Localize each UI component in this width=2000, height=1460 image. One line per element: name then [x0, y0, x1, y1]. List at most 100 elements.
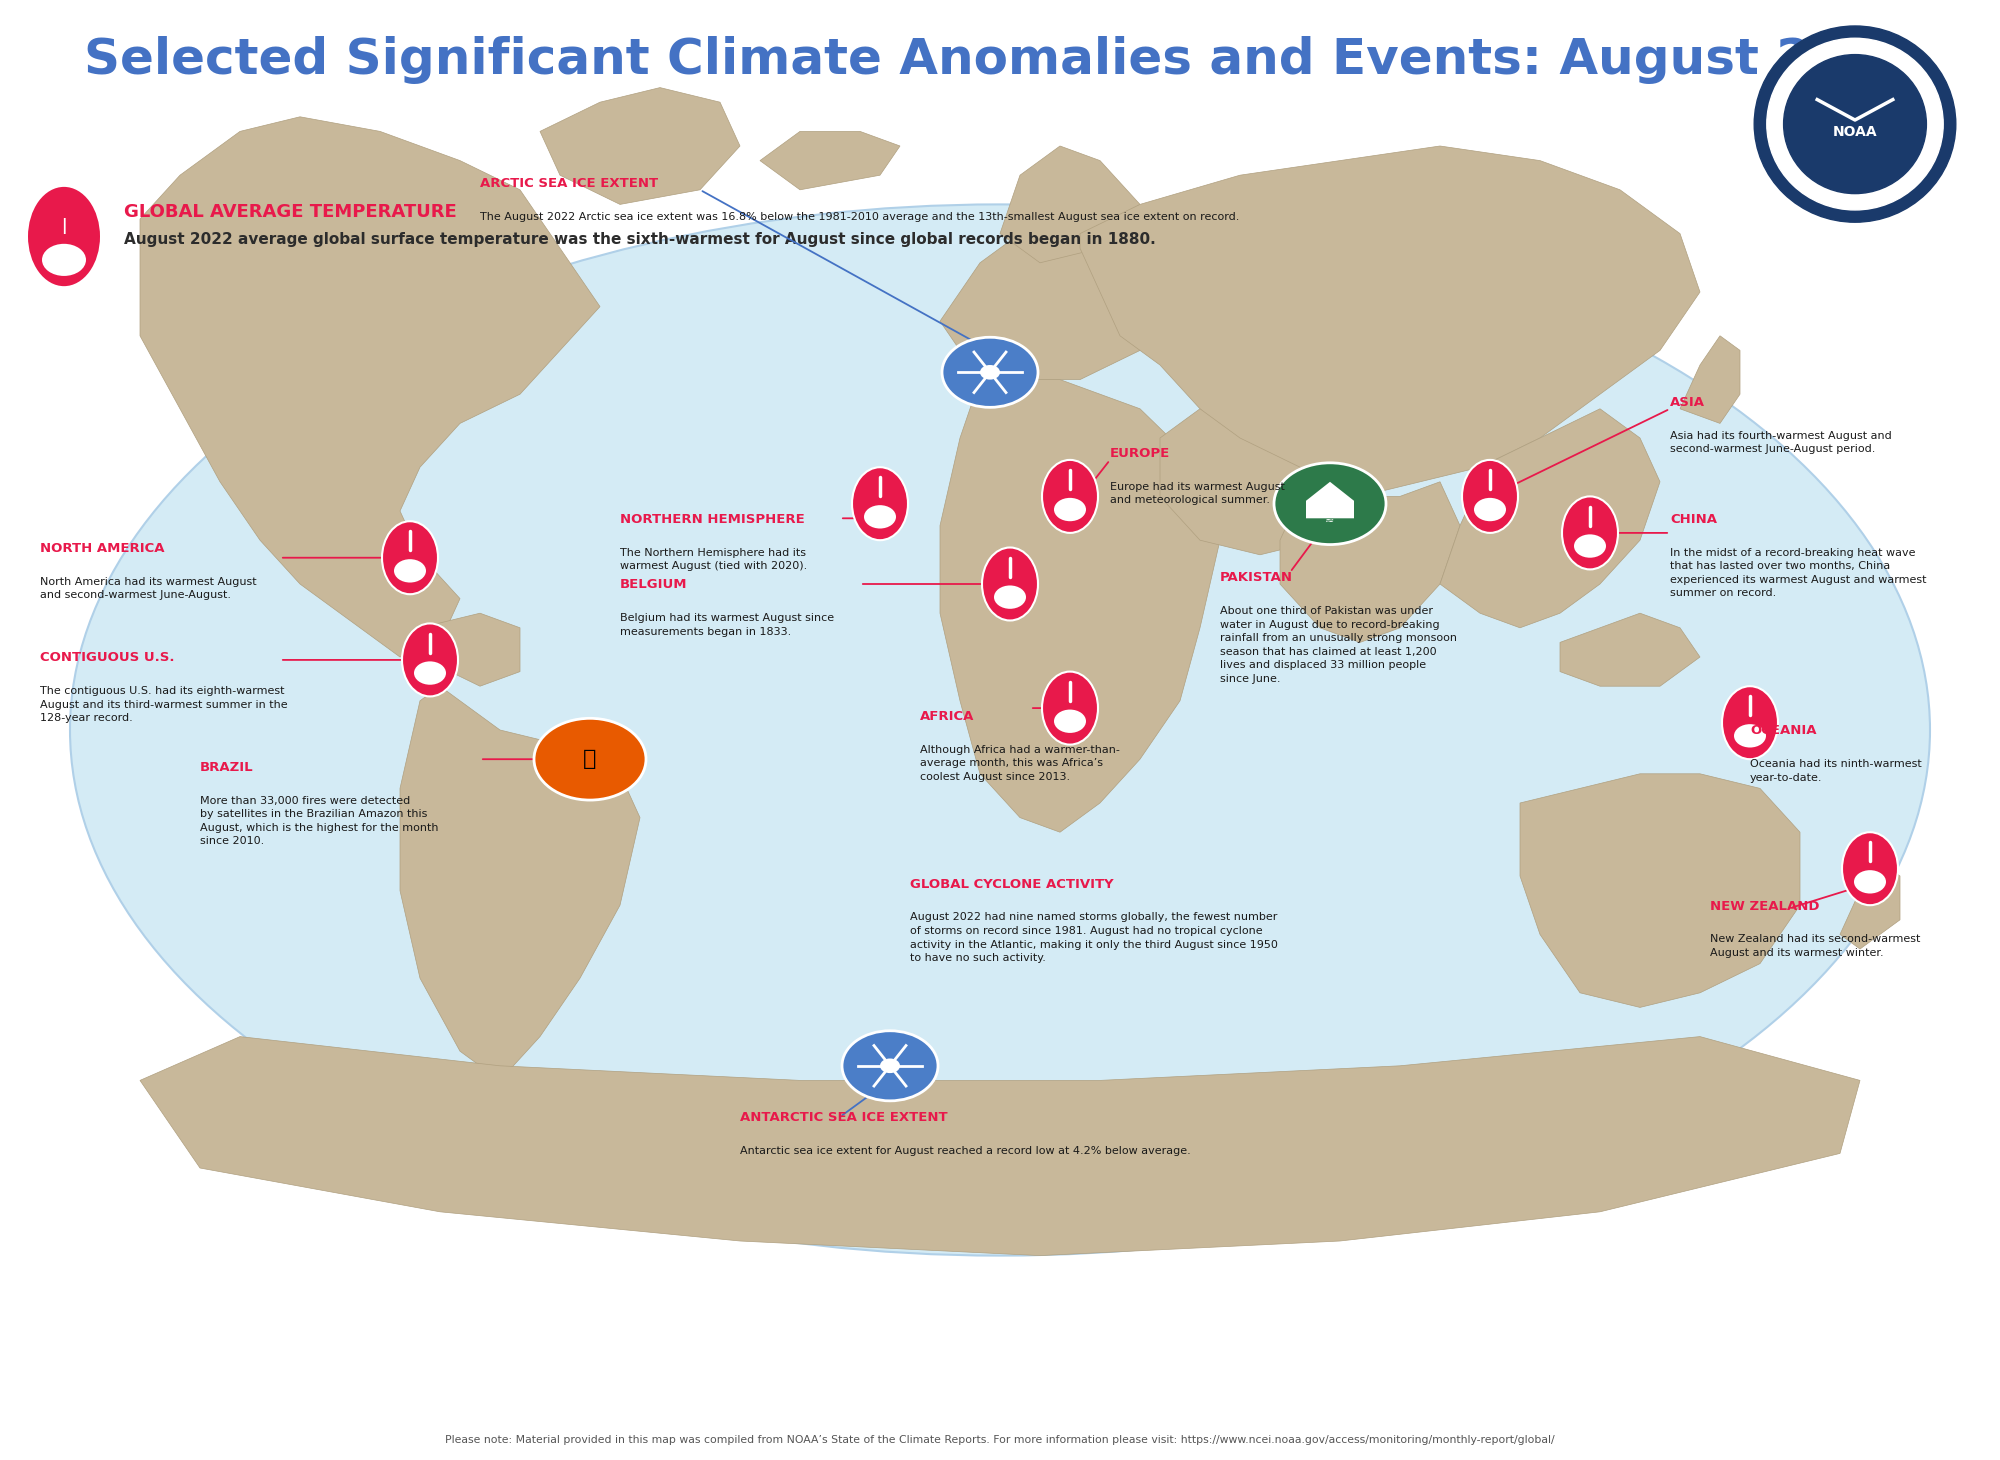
Circle shape: [1574, 534, 1606, 558]
Ellipse shape: [1462, 460, 1518, 533]
Text: BRAZIL: BRAZIL: [200, 761, 254, 774]
Text: A: A: [1862, 212, 1866, 216]
Circle shape: [1474, 498, 1506, 521]
Text: NORTHERN HEMISPHERE: NORTHERN HEMISPHERE: [620, 512, 804, 526]
Polygon shape: [140, 1037, 1860, 1256]
Circle shape: [394, 559, 426, 583]
Text: The contiguous U.S. had its eighth-warmest
August and its third-warmest summer i: The contiguous U.S. had its eighth-warme…: [40, 686, 288, 723]
Text: I: I: [1904, 47, 1906, 51]
Text: R: R: [1916, 57, 1922, 61]
Circle shape: [1054, 498, 1086, 521]
Text: In the midst of a record-breaking heat wave
that has lasted over two months, Chi: In the midst of a record-breaking heat w…: [1670, 548, 1926, 599]
Polygon shape: [1000, 146, 1140, 263]
Polygon shape: [940, 380, 1220, 832]
Polygon shape: [1520, 774, 1800, 1007]
Text: More than 33,000 fires were detected
by satellites in the Brazilian Amazon this
: More than 33,000 fires were detected by …: [200, 796, 438, 847]
Circle shape: [1274, 463, 1386, 545]
Text: T: T: [1932, 166, 1938, 171]
Ellipse shape: [70, 204, 1930, 1256]
Ellipse shape: [1722, 686, 1778, 759]
Text: O: O: [1944, 134, 1948, 139]
Text: N: N: [1854, 32, 1856, 36]
Text: N: N: [1778, 69, 1782, 74]
Polygon shape: [1440, 409, 1660, 628]
Text: S: S: [1946, 118, 1950, 121]
Text: ≈: ≈: [1326, 517, 1334, 526]
Text: ARCTIC SEA ICE EXTENT: ARCTIC SEA ICE EXTENT: [480, 177, 658, 190]
Text: O: O: [1788, 57, 1794, 61]
Circle shape: [1754, 26, 1956, 222]
Text: About one third of Pakistan was under
water in August due to record-breaking
rai: About one third of Pakistan was under wa…: [1220, 606, 1456, 683]
Text: N: N: [1796, 193, 1800, 197]
Text: A: A: [1782, 181, 1788, 185]
Text: The August 2022 Arctic sea ice extent was 16.8% below the 1981-2010 average and : The August 2022 Arctic sea ice extent wa…: [480, 212, 1240, 222]
Text: CONTIGUOUS U.S.: CONTIGUOUS U.S.: [40, 651, 174, 664]
Text: Oceania had its ninth-warmest
year-to-date.: Oceania had its ninth-warmest year-to-da…: [1750, 759, 1922, 783]
Ellipse shape: [852, 467, 908, 540]
Text: NOAA: NOAA: [1832, 126, 1878, 139]
Circle shape: [980, 365, 1000, 380]
Polygon shape: [420, 613, 520, 686]
Circle shape: [1784, 54, 1926, 194]
Polygon shape: [1560, 613, 1700, 686]
Polygon shape: [1306, 482, 1354, 518]
Polygon shape: [1280, 482, 1460, 642]
Text: E: E: [1928, 70, 1932, 74]
Text: August 2022 had nine named storms globally, the fewest number
of storms on recor: August 2022 had nine named storms global…: [910, 912, 1278, 964]
Text: AFRICA: AFRICA: [920, 710, 974, 723]
Circle shape: [994, 585, 1026, 609]
Circle shape: [1054, 710, 1086, 733]
Text: C: C: [1826, 207, 1832, 213]
Text: |: |: [62, 219, 66, 234]
Polygon shape: [1840, 861, 1900, 949]
Text: T: T: [1818, 38, 1822, 42]
Ellipse shape: [382, 521, 438, 594]
Text: BELGIUM: BELGIUM: [620, 578, 688, 591]
Text: NORTH AMERICA: NORTH AMERICA: [40, 542, 164, 555]
Text: E: E: [1772, 166, 1778, 171]
Text: Although Africa had a warmer-than-
average month, this was Africa’s
coolest Augu: Although Africa had a warmer-than- avera…: [920, 745, 1120, 781]
Text: NEW ZEALAND: NEW ZEALAND: [1710, 899, 1820, 912]
Text: C: C: [1766, 152, 1770, 156]
Text: M: M: [1940, 150, 1944, 156]
Text: D: D: [1894, 201, 1900, 207]
Polygon shape: [760, 131, 900, 190]
Text: Please note: Material provided in this map was compiled from NOAA’s State of the: Please note: Material provided in this m…: [446, 1435, 1554, 1445]
Ellipse shape: [1042, 672, 1098, 745]
Polygon shape: [140, 117, 600, 657]
Polygon shape: [1080, 146, 1700, 496]
Ellipse shape: [1562, 496, 1618, 569]
Circle shape: [942, 337, 1038, 407]
Text: GLOBAL CYCLONE ACTIVITY: GLOBAL CYCLONE ACTIVITY: [910, 877, 1114, 891]
Circle shape: [42, 244, 86, 276]
Circle shape: [414, 661, 446, 685]
Text: Belgium had its warmest August since
measurements began in 1833.: Belgium had its warmest August since mea…: [620, 613, 834, 637]
Text: Asia had its fourth-warmest August and
second-warmest June-August period.: Asia had its fourth-warmest August and s…: [1670, 431, 1892, 454]
Circle shape: [1734, 724, 1766, 748]
Text: L: L: [1762, 101, 1768, 105]
Polygon shape: [400, 686, 640, 1080]
Circle shape: [842, 1031, 938, 1101]
Circle shape: [534, 718, 646, 800]
Polygon shape: [940, 234, 1180, 380]
Text: The Northern Hemisphere had its
warmest August (tied with 2020).: The Northern Hemisphere had its warmest …: [620, 548, 808, 571]
Text: 🔥: 🔥: [584, 749, 596, 769]
Text: Selected Significant Climate Anomalies and Events: August 2022: Selected Significant Climate Anomalies a…: [84, 36, 1916, 85]
Text: ASIA: ASIA: [1670, 396, 1704, 409]
Text: North America had its warmest August
and second-warmest June-August.: North America had its warmest August and…: [40, 577, 256, 600]
Ellipse shape: [28, 187, 100, 286]
Circle shape: [864, 505, 896, 529]
Ellipse shape: [402, 623, 458, 696]
Text: Europe had its warmest August
and meteorological summer.: Europe had its warmest August and meteor…: [1110, 482, 1284, 505]
Text: EUROPE: EUROPE: [1110, 447, 1170, 460]
Text: P: P: [1942, 101, 1948, 105]
Text: New Zealand had its second-warmest
August and its warmest winter.: New Zealand had its second-warmest Augus…: [1710, 934, 1920, 958]
Polygon shape: [1160, 409, 1340, 555]
Circle shape: [880, 1058, 900, 1073]
Text: Antarctic sea ice extent for August reached a record low at 4.2% below average.: Antarctic sea ice extent for August reac…: [740, 1146, 1190, 1156]
Text: OCEANIA: OCEANIA: [1750, 724, 1816, 737]
Text: I: I: [1804, 47, 1806, 51]
Circle shape: [1854, 870, 1886, 894]
Polygon shape: [540, 88, 740, 204]
Text: A: A: [1836, 34, 1840, 38]
